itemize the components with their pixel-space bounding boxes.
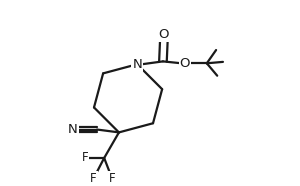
Text: N: N xyxy=(68,123,77,136)
Text: N: N xyxy=(132,58,142,71)
Text: F: F xyxy=(82,151,88,164)
Text: F: F xyxy=(90,171,97,185)
Text: O: O xyxy=(180,57,190,70)
Text: F: F xyxy=(109,171,115,185)
Text: O: O xyxy=(159,28,169,41)
